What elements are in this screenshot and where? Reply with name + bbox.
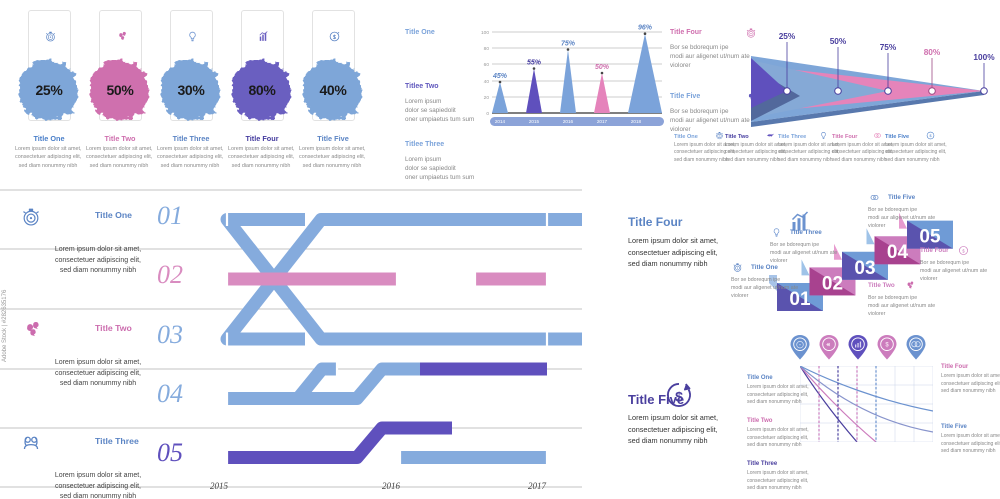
svg-text:20: 20 <box>484 95 490 101</box>
svg-text:2015: 2015 <box>529 119 540 124</box>
svg-text:25%: 25% <box>779 31 796 41</box>
svg-text:75%: 75% <box>561 41 576 48</box>
svg-text:80: 80 <box>484 46 490 52</box>
svg-text:75%: 75% <box>880 42 897 52</box>
svg-text:2018: 2018 <box>631 119 642 124</box>
svg-text:80%: 80% <box>924 47 941 57</box>
svg-text:100: 100 <box>481 30 489 36</box>
svg-text:96%: 96% <box>638 25 653 32</box>
svg-text:60: 60 <box>484 62 490 68</box>
svg-text:2014: 2014 <box>495 119 506 124</box>
svg-text:50%: 50% <box>830 36 847 46</box>
svg-text:45%: 45% <box>492 73 508 80</box>
svg-text:$: $ <box>675 389 683 405</box>
svg-text:2017: 2017 <box>597 119 608 124</box>
svg-text:$: $ <box>929 134 931 138</box>
svg-text:55%: 55% <box>527 60 542 67</box>
svg-text:04: 04 <box>887 242 909 263</box>
svg-text:0: 0 <box>486 111 489 117</box>
svg-text:2016: 2016 <box>563 119 574 124</box>
svg-text:100%: 100% <box>973 52 995 62</box>
svg-text:$: $ <box>962 248 965 253</box>
svg-text:40: 40 <box>484 79 490 85</box>
svg-text:50%: 50% <box>595 64 610 71</box>
